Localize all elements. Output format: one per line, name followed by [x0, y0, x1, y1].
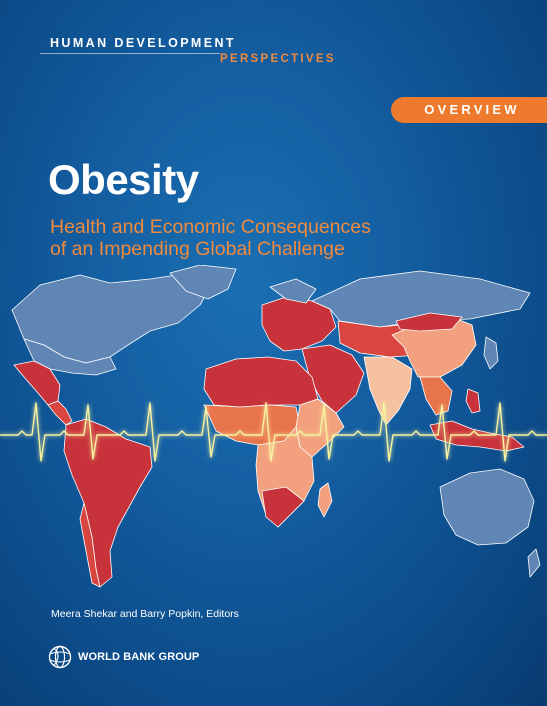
north-africa-region: [203, 356, 319, 408]
south-america-region: [63, 418, 153, 588]
editors-credit: Meera Shekar and Barry Popkin, Editors: [51, 608, 239, 620]
series-divider: [40, 53, 220, 54]
book-subtitle: Health and Economic Consequences of an I…: [50, 216, 470, 260]
southern-africa-region: [261, 486, 305, 528]
south-asia-region: [363, 356, 413, 426]
subtitle-line-1: Health and Economic Consequences: [50, 216, 371, 238]
series-name: HUMAN DEVELOPMENT: [50, 36, 236, 50]
overview-tab: OVERVIEW: [391, 97, 547, 123]
central-america-region: [47, 400, 73, 426]
globe-logo-icon: [48, 645, 72, 669]
publisher-logo: WORLD BANK GROUP: [48, 645, 199, 669]
southeast-asia-region: [419, 376, 453, 416]
philippines-region: [465, 388, 481, 414]
australia-region: [439, 468, 535, 546]
subtitle-line-2: of an Impending Global Challenge: [50, 238, 345, 260]
series-subname: PERSPECTIVES: [220, 53, 336, 65]
world-map-illustration: [0, 265, 547, 588]
japan-region: [483, 336, 499, 370]
andes-region: [79, 502, 101, 588]
heartbeat-line: [0, 402, 547, 462]
new-zealand-region: [527, 548, 541, 578]
book-title: Obesity: [48, 156, 199, 203]
scandinavia-region: [269, 278, 317, 304]
madagascar-region: [317, 482, 333, 518]
greenland-region: [169, 265, 237, 300]
russia-region: [311, 270, 531, 328]
publisher-name: WORLD BANK GROUP: [78, 651, 200, 663]
mongolia-region: [395, 312, 463, 332]
